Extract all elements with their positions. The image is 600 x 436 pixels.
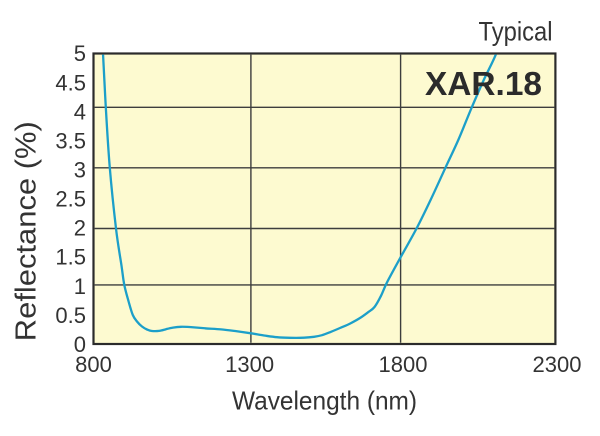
svg-text:1.5: 1.5: [55, 245, 86, 270]
svg-text:Reflectance (%): Reflectance (%): [11, 121, 43, 341]
svg-text:1800: 1800: [379, 352, 428, 377]
svg-text:3: 3: [74, 158, 86, 183]
svg-text:3.5: 3.5: [55, 128, 86, 153]
svg-text:1300: 1300: [225, 352, 274, 377]
svg-text:0.5: 0.5: [55, 303, 86, 328]
svg-text:Wavelength (nm): Wavelength (nm): [232, 386, 417, 416]
svg-text:800: 800: [75, 352, 112, 377]
svg-text:2300: 2300: [533, 352, 582, 377]
svg-text:4.5: 4.5: [55, 70, 86, 95]
svg-text:2: 2: [74, 216, 86, 241]
svg-text:0: 0: [74, 332, 86, 357]
svg-text:XAR.18: XAR.18: [425, 66, 542, 103]
svg-text:Typical: Typical: [479, 17, 553, 47]
svg-text:4: 4: [74, 99, 86, 124]
svg-text:5: 5: [74, 41, 86, 66]
svg-text:2.5: 2.5: [55, 187, 86, 212]
svg-text:1: 1: [74, 274, 86, 299]
